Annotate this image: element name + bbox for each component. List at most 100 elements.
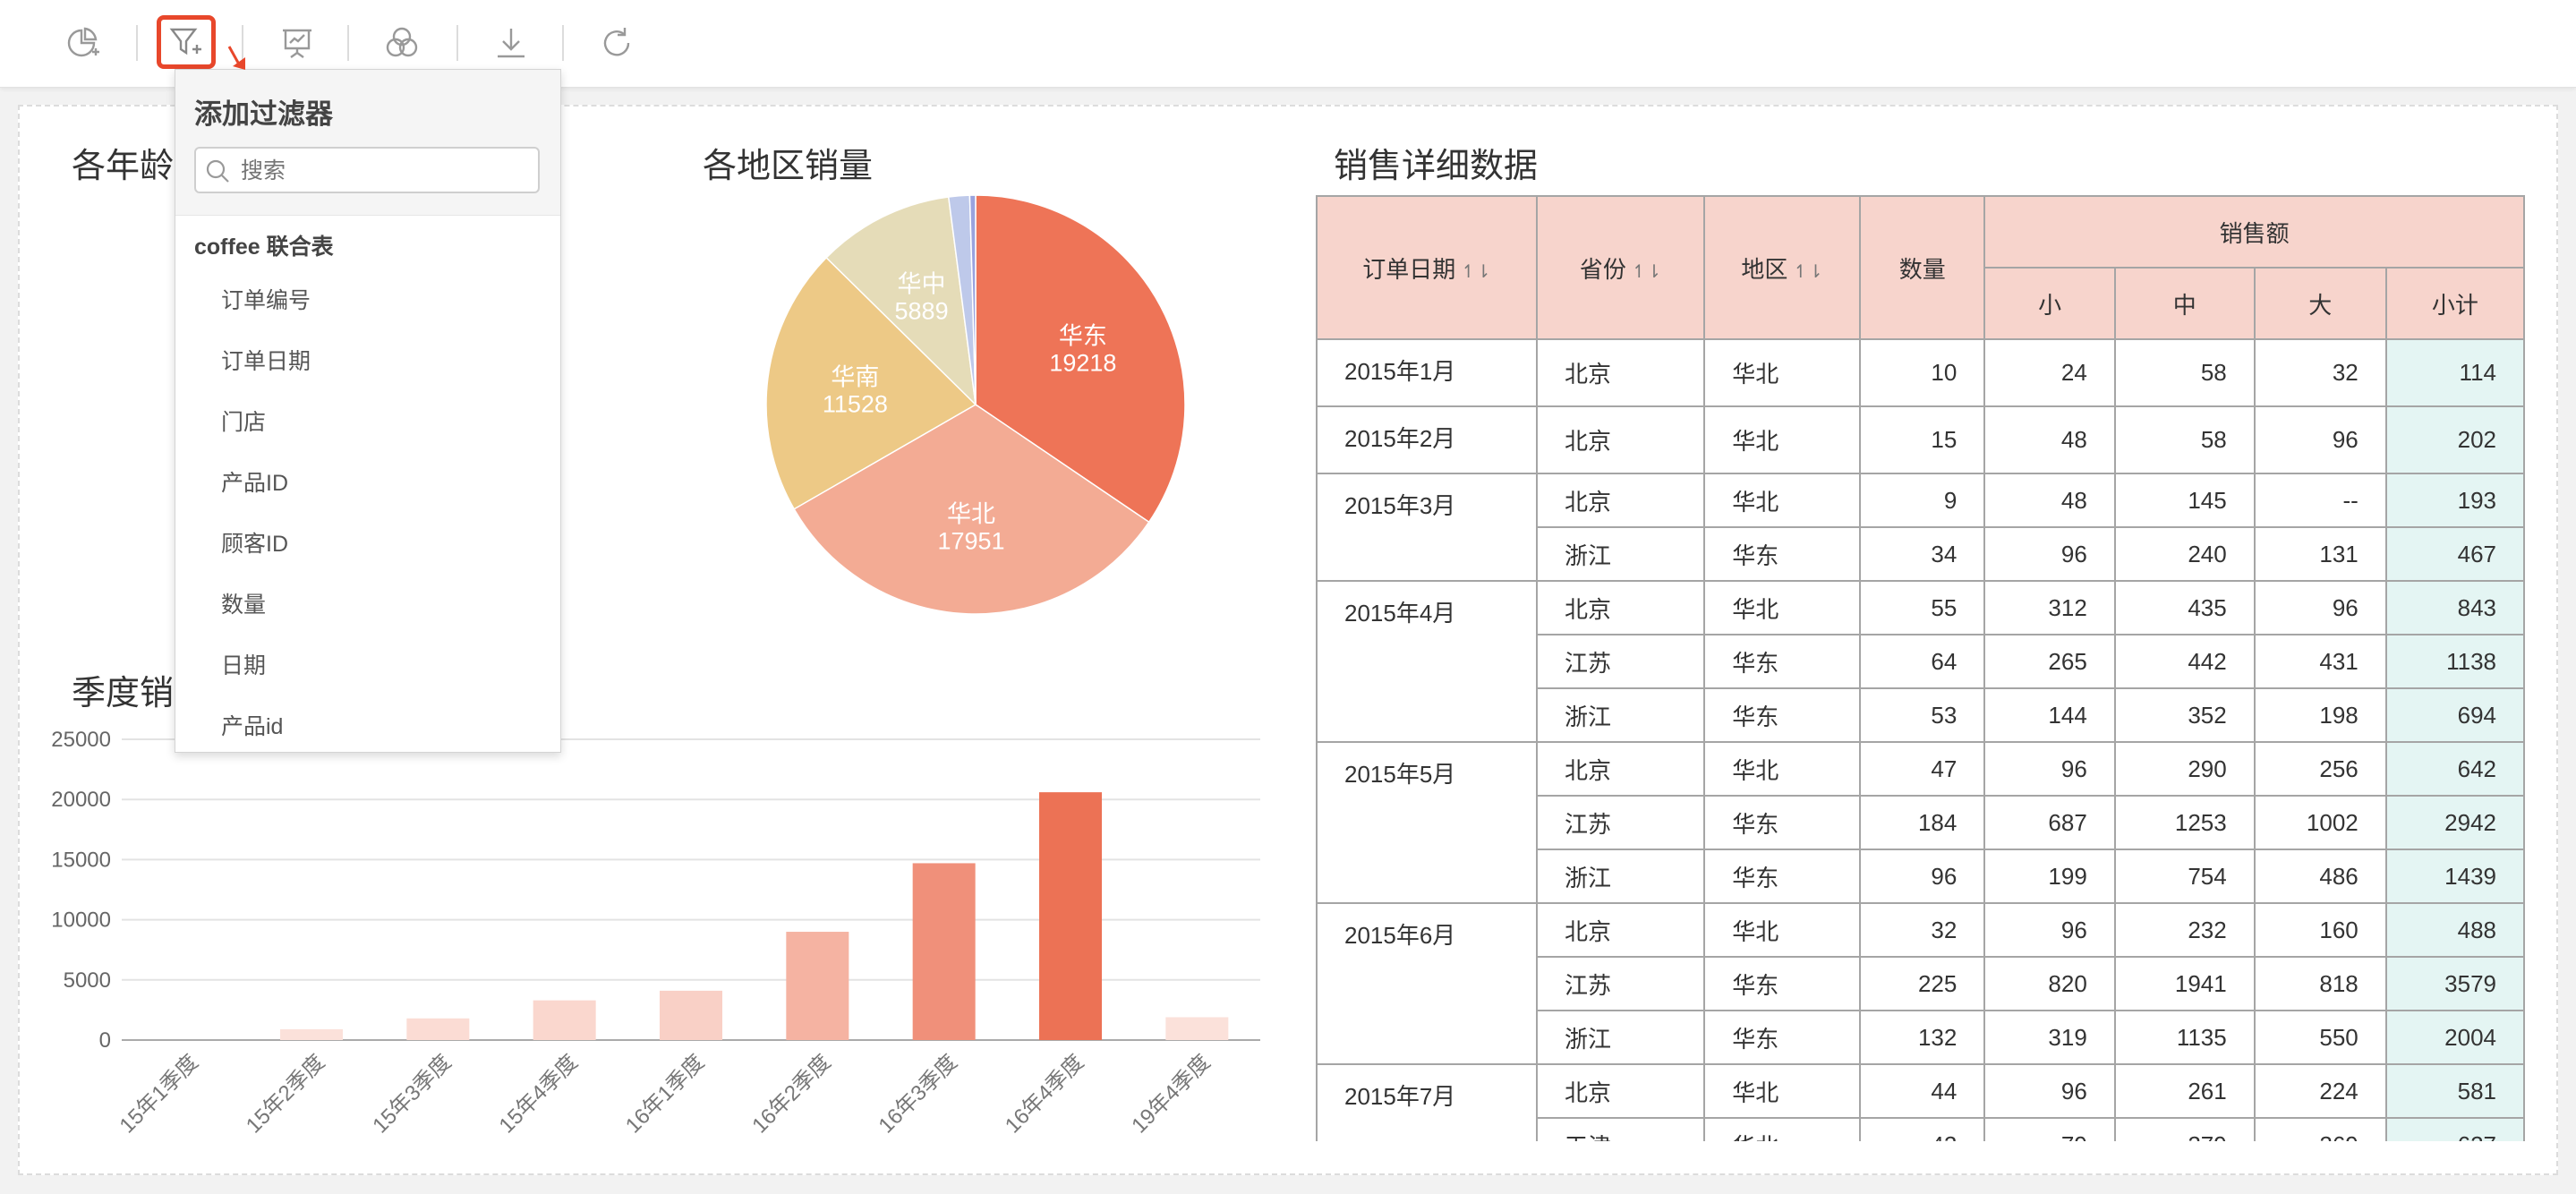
table-row: 2015年2月 北京 华北 15 48 58 96 202: [1316, 405, 2525, 474]
x-tick-label: 16年3季度: [874, 1050, 962, 1138]
header-order-date[interactable]: 订单日期 ↿⇂: [1316, 195, 1538, 340]
cell-province: 北京: [1535, 1063, 1706, 1119]
merge-button[interactable]: [379, 20, 425, 66]
header-region[interactable]: 地区 ↿⇂: [1703, 195, 1862, 340]
bar[interactable]: [660, 990, 722, 1040]
header-qty[interactable]: 数量: [1859, 195, 1986, 340]
add-chart-button[interactable]: [60, 20, 107, 66]
header-small[interactable]: 小: [1983, 267, 2116, 340]
bar[interactable]: [912, 863, 976, 1040]
cell-qty: 184: [1859, 795, 1986, 850]
table-row: 2015年4月 北京 华北 55 312 435 96 843: [1316, 580, 2525, 743]
pie-slice-value: 19218: [1049, 349, 1116, 376]
header-large[interactable]: 大: [2253, 267, 2387, 340]
filter-field-item[interactable]: 产品ID: [221, 471, 289, 496]
download-button[interactable]: [488, 20, 534, 66]
cell-medium: 754: [2113, 849, 2256, 904]
sales-detail-table: 订单日期 ↿⇂ 省份 ↿⇂ 地区 ↿⇂ 数量 销售额 小 中 大 小计 2015年1月…: [1316, 195, 2525, 1141]
presentation-button[interactable]: [274, 20, 320, 66]
filter-field-item[interactable]: 门店: [221, 410, 267, 435]
cell-medium: 435: [2113, 580, 2256, 635]
cell-subtotal: 1439: [2384, 849, 2525, 904]
cell-small: 79: [1983, 1117, 2116, 1141]
header-sales: 销售额: [1983, 195, 2525, 269]
cell-small: 96: [1983, 902, 2116, 958]
filter-field-item[interactable]: 顾客ID: [221, 532, 289, 557]
y-tick-label: 5000: [64, 968, 111, 993]
cell-order-date: 2015年4月: [1316, 580, 1538, 743]
presentation-icon: [283, 29, 311, 58]
pie-slice[interactable]: [793, 404, 1150, 615]
bar[interactable]: [406, 1018, 470, 1040]
three-circles-icon: [386, 27, 418, 57]
cell-qty: 132: [1859, 1010, 1986, 1065]
y-tick-label: 25000: [51, 728, 111, 752]
pie-slice[interactable]: [825, 196, 977, 407]
cell-qty: 34: [1859, 526, 1986, 582]
cell-order-date: 2015年3月: [1316, 473, 1538, 582]
pie-slice-label: 华东: [1059, 322, 1107, 349]
table-row: 浙江 华东 96 199 754 486 1439: [1317, 849, 2525, 904]
cell-subtotal: 467: [2384, 526, 2525, 582]
refresh-button[interactable]: [593, 20, 640, 66]
quarter-bar-chart[interactable]: 0 5000 10000 15000 20000 25000 15年1季度 15年2季度 15年…: [36, 716, 1307, 1146]
x-tick-label: 15年2季度: [242, 1050, 329, 1138]
toolbar-separator: [456, 25, 458, 61]
filter-panel-title: 添加过滤器: [194, 98, 333, 130]
bar[interactable]: [533, 1000, 596, 1040]
cell-province: 天津: [1535, 1117, 1706, 1141]
download-icon: [498, 29, 525, 58]
pie-slice[interactable]: [765, 256, 977, 510]
bar[interactable]: [1165, 1017, 1229, 1040]
header-province[interactable]: 省份 ↿⇂: [1535, 195, 1706, 340]
filter-search-input[interactable]: [239, 154, 529, 188]
cell-qty: 47: [1859, 741, 1986, 797]
pie-slice[interactable]: [968, 194, 977, 405]
header-medium[interactable]: 中: [2113, 267, 2256, 340]
cell-province: 北京: [1535, 580, 1706, 635]
add-filter-button[interactable]: [157, 15, 216, 69]
cell-order-date: 2015年1月: [1316, 338, 1538, 407]
bar[interactable]: [280, 1028, 343, 1040]
filter-field-item[interactable]: 数量: [221, 593, 267, 618]
cell-small: 319: [1983, 1010, 2116, 1065]
filter-field-item[interactable]: 订单日期: [221, 349, 311, 374]
table-row: 2015年7月 北京 华北 44 96 261 224 581: [1316, 1063, 2525, 1141]
bar[interactable]: [786, 932, 849, 1040]
filter-field-item[interactable]: 订单编号: [221, 288, 311, 313]
header-subtotal[interactable]: 小计: [2384, 267, 2525, 340]
pie-slice-label: 华中: [898, 270, 946, 297]
filter-field-item[interactable]: 产品id: [221, 714, 284, 739]
x-tick-label: 16年4季度: [1001, 1050, 1088, 1138]
cell-large: --: [2253, 473, 2387, 528]
table-row: 浙江 华东 53 144 352 198 694: [1317, 687, 2525, 743]
cell-order-date: 2015年7月: [1316, 1063, 1538, 1141]
filter-field-item[interactable]: 日期: [221, 653, 267, 678]
cell-small: 265: [1983, 634, 2116, 689]
sort-icon[interactable]: ↿⇂: [1793, 261, 1823, 282]
cell-qty: 55: [1859, 580, 1986, 635]
cell-region: 华东: [1703, 687, 1862, 743]
cell-order-date: 2015年2月: [1316, 405, 1538, 474]
cell-large: 269: [2253, 1117, 2387, 1141]
cell-region: 华东: [1703, 634, 1862, 689]
filter-search-box[interactable]: [194, 147, 540, 193]
cell-subtotal: 193: [2384, 473, 2525, 528]
sort-icon[interactable]: ↿⇂: [1461, 261, 1491, 282]
cell-province: 北京: [1535, 902, 1706, 958]
table-row: 浙江 华东 132 319 1135 550 2004: [1317, 1010, 2525, 1065]
detail-table-container[interactable]: 订单日期 ↿⇂ 省份 ↿⇂ 地区 ↿⇂ 数量 销售额 小 中 大 小计 2015年1月…: [1314, 193, 2525, 1141]
cell-subtotal: 3579: [2384, 956, 2525, 1011]
sort-icon[interactable]: ↿⇂: [1631, 261, 1662, 282]
cell-medium: 58: [2113, 338, 2256, 407]
quarter-panel-title: 季度销: [72, 675, 175, 712]
cell-medium: 1253: [2113, 795, 2256, 850]
cell-qty: 42: [1859, 1117, 1986, 1141]
cell-large: 96: [2253, 580, 2387, 635]
pie-slice[interactable]: [975, 194, 1186, 524]
bar[interactable]: [1039, 792, 1102, 1040]
cell-region: 华东: [1703, 1010, 1862, 1065]
age-panel-title: 各年龄: [72, 148, 175, 185]
cell-subtotal: 114: [2384, 338, 2525, 407]
